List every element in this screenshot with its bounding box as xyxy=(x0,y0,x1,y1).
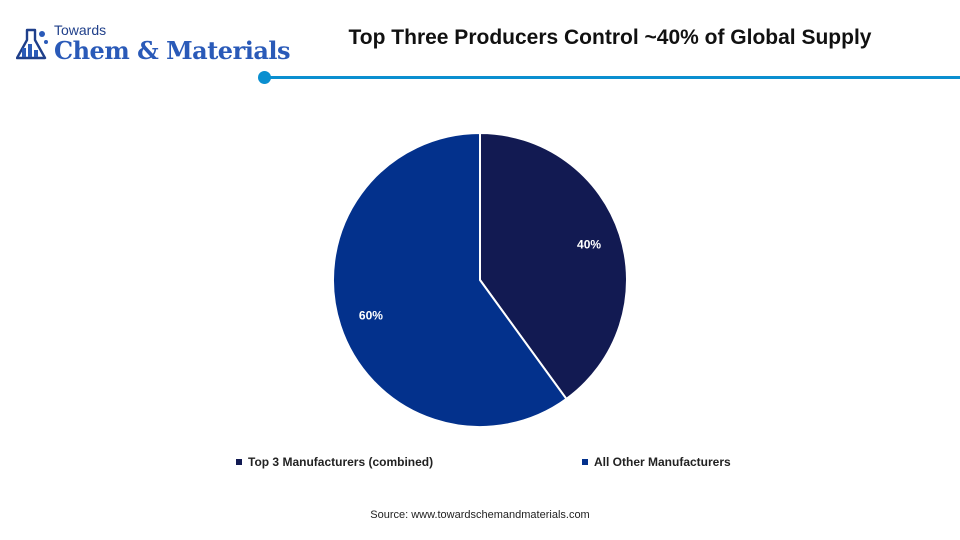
brand-logo: Towards Chem & Materials xyxy=(16,22,291,66)
chart-legend: Top 3 Manufacturers (combined) All Other… xyxy=(0,455,960,475)
header-rule-line xyxy=(266,76,960,79)
brand-name-top: Towards xyxy=(54,22,107,38)
page-title: Top Three Producers Control ~40% of Glob… xyxy=(348,26,872,49)
legend-label-others: All Other Manufacturers xyxy=(594,455,731,469)
legend-item-top3: Top 3 Manufacturers (combined) xyxy=(236,455,433,469)
flask-chart-icon xyxy=(16,28,48,60)
data-label-others: 60% xyxy=(359,308,383,322)
legend-swatch-others xyxy=(582,458,588,465)
brand-name-main: Chem & Materials xyxy=(54,36,291,65)
header-rule-dot xyxy=(258,71,271,84)
legend-swatch-top3 xyxy=(236,458,242,465)
source-note: Source: www.towardschemandmaterials.com xyxy=(370,509,590,521)
legend-item-others: All Other Manufacturers xyxy=(582,455,731,469)
pie-slice-others xyxy=(332,131,568,428)
data-label-top3: 40% xyxy=(577,238,601,252)
pie-slice-top3 xyxy=(479,131,628,401)
legend-label-top3: Top 3 Manufacturers (combined) xyxy=(248,455,434,469)
